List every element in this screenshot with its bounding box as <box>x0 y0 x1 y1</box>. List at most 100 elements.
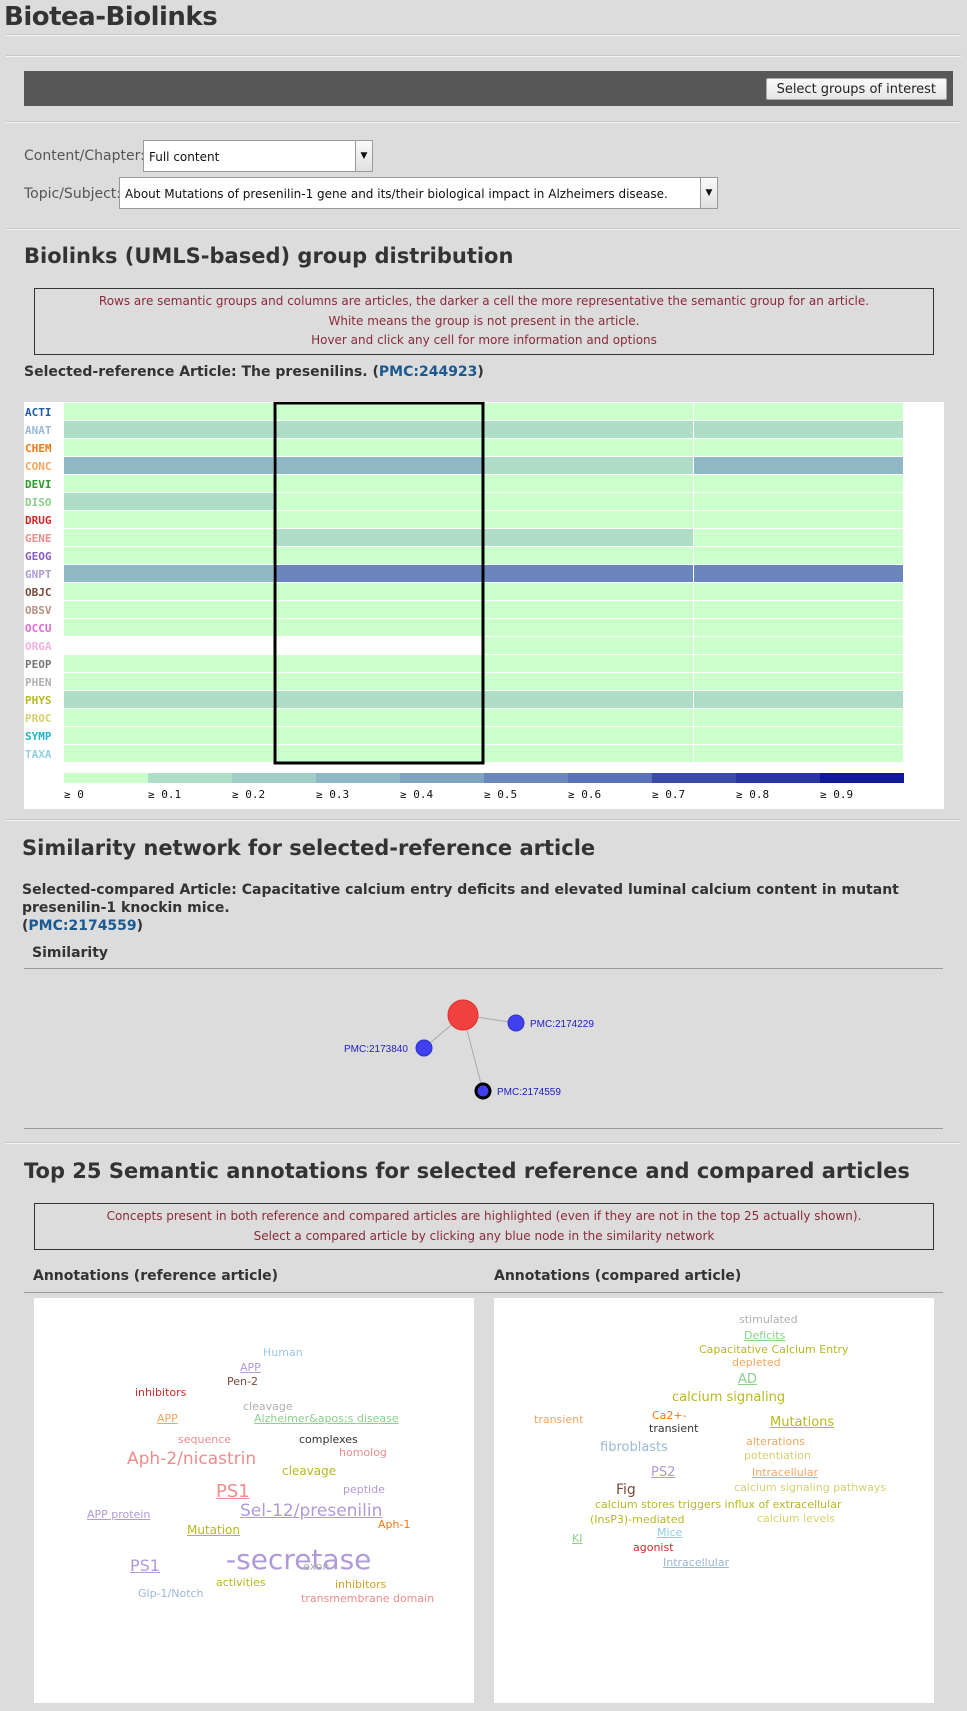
heatmap-cell[interactable] <box>64 529 273 546</box>
heatmap-cell[interactable] <box>274 637 483 654</box>
word-cloud-term[interactable]: fibroblasts <box>600 1440 668 1455</box>
word-cloud-term[interactable]: Ca2+- <box>652 1409 687 1422</box>
topic-select[interactable]: About Mutations of presenilin-1 gene and… <box>119 177 718 209</box>
heatmap-cell[interactable] <box>484 745 693 762</box>
word-cloud-term[interactable]: calcium signaling pathways <box>734 1481 887 1494</box>
heatmap-cell[interactable] <box>274 583 483 600</box>
heatmap-cell[interactable] <box>694 529 903 546</box>
word-cloud-term[interactable]: APP <box>240 1361 261 1374</box>
heatmap-cell[interactable] <box>64 565 273 582</box>
word-cloud-term[interactable]: (InsP3)-mediated <box>590 1513 685 1526</box>
word-cloud-term[interactable]: PS1 <box>216 1481 250 1502</box>
heatmap-cell[interactable] <box>484 439 693 456</box>
word-cloud-term[interactable]: calcium levels <box>757 1512 836 1525</box>
heatmap-cell[interactable] <box>64 691 273 708</box>
heatmap-cell[interactable] <box>274 511 483 528</box>
word-cloud-term[interactable]: Pen-2 <box>227 1375 258 1388</box>
heatmap-cell[interactable] <box>274 421 483 438</box>
word-cloud-term[interactable]: PS2 <box>651 1465 676 1480</box>
heatmap-cell[interactable] <box>694 655 903 672</box>
heatmap-cell[interactable] <box>694 421 903 438</box>
heatmap-cell[interactable] <box>484 529 693 546</box>
word-cloud-term[interactable]: Glp-1/Notch <box>138 1587 204 1600</box>
word-cloud-term[interactable]: sequence <box>178 1433 232 1446</box>
word-cloud-term[interactable]: KI <box>572 1532 583 1545</box>
word-cloud-term[interactable]: cleavage <box>243 1400 293 1413</box>
word-cloud-term[interactable]: calcium signaling <box>672 1390 786 1405</box>
content-select[interactable]: Full content ▼ <box>143 140 373 172</box>
heatmap-cell[interactable] <box>694 403 903 420</box>
heatmap-cell[interactable] <box>64 475 273 492</box>
heatmap-cell[interactable] <box>64 403 273 420</box>
heatmap-cell[interactable] <box>694 727 903 744</box>
heatmap-cell[interactable] <box>274 745 483 762</box>
word-cloud-term[interactable]: calcium stores triggers influx of extrac… <box>595 1498 842 1511</box>
heatmap-cell[interactable] <box>484 583 693 600</box>
heatmap-chart[interactable]: ACTI ANAT CHEM CONC DEVI DISO DRUG GENE GEOG GNPT… <box>24 401 944 809</box>
heatmap-cell[interactable] <box>274 475 483 492</box>
reference-node[interactable] <box>447 999 479 1031</box>
heatmap-cell[interactable] <box>64 709 273 726</box>
chevron-down-icon[interactable]: ▼ <box>700 178 717 208</box>
heatmap-cell[interactable] <box>274 691 483 708</box>
heatmap-cell[interactable] <box>484 619 693 636</box>
heatmap-cell[interactable] <box>484 565 693 582</box>
heatmap-cell[interactable] <box>484 511 693 528</box>
heatmap-cell[interactable] <box>64 601 273 618</box>
heatmap-cell[interactable] <box>694 691 903 708</box>
network-node-selected[interactable] <box>474 1082 492 1100</box>
word-cloud-term[interactable]: depleted <box>732 1356 781 1369</box>
heatmap-cell[interactable] <box>274 601 483 618</box>
network-node[interactable] <box>507 1014 525 1032</box>
similarity-network[interactable]: PMC:2174229 PMC:2173840 PMC:2174559 <box>24 975 943 1125</box>
word-cloud-term[interactable]: inhibitors <box>335 1578 387 1591</box>
word-cloud-term[interactable]: stimulated <box>739 1313 798 1326</box>
word-cloud-term[interactable]: Human <box>263 1346 303 1359</box>
word-cloud-term[interactable]: Mutation <box>187 1523 241 1537</box>
heatmap-cell[interactable] <box>64 655 273 672</box>
heatmap-cell[interactable] <box>484 655 693 672</box>
heatmap-cell[interactable] <box>484 637 693 654</box>
word-cloud-term[interactable]: -secretase <box>226 1543 372 1576</box>
heatmap-cell[interactable] <box>694 565 903 582</box>
word-cloud-term[interactable]: alterations <box>746 1435 805 1448</box>
heatmap-cell[interactable] <box>64 745 273 762</box>
select-groups-button[interactable]: Select groups of interest <box>765 78 947 100</box>
heatmap-cell[interactable] <box>484 421 693 438</box>
heatmap-cell[interactable] <box>64 637 273 654</box>
heatmap-cell[interactable] <box>484 673 693 690</box>
word-cloud-term[interactable]: Intracellular <box>663 1556 730 1569</box>
word-cloud-term[interactable]: Capacitative Calcium Entry <box>699 1343 849 1356</box>
word-cloud-term[interactable]: complexes <box>299 1433 358 1446</box>
heatmap-cell[interactable] <box>274 547 483 564</box>
word-cloud-term[interactable]: Aph-2/nicastrin <box>127 1449 257 1469</box>
heatmap-cell[interactable] <box>484 691 693 708</box>
word-cloud-term[interactable]: Fig <box>616 1482 636 1498</box>
heatmap-cell[interactable] <box>694 709 903 726</box>
heatmap-cell[interactable] <box>274 439 483 456</box>
word-cloud-term[interactable]: Alzheimer&apos;s disease <box>254 1412 399 1425</box>
word-cloud-term[interactable]: activities <box>216 1576 266 1589</box>
heatmap-cell[interactable] <box>694 493 903 510</box>
heatmap-cell[interactable] <box>64 493 273 510</box>
word-cloud-term[interactable]: transient <box>649 1422 699 1435</box>
tab-similarity[interactable]: Similarity <box>32 945 109 961</box>
heatmap-cell[interactable] <box>484 547 693 564</box>
heatmap-cell[interactable] <box>64 421 273 438</box>
heatmap-cell[interactable] <box>274 493 483 510</box>
heatmap-cell[interactable] <box>274 565 483 582</box>
word-cloud-term[interactable]: PS1 <box>130 1556 160 1575</box>
word-cloud-term[interactable]: Aph-1 <box>378 1518 411 1531</box>
heatmap-cell[interactable] <box>484 709 693 726</box>
heatmap-cell[interactable] <box>274 529 483 546</box>
word-cloud-term[interactable]: Deficits <box>744 1329 786 1342</box>
word-cloud-term[interactable]: potentiation <box>744 1449 811 1462</box>
heatmap-cell[interactable] <box>64 457 273 474</box>
word-cloud-term[interactable]: transmembrane domain <box>301 1592 435 1605</box>
heatmap-cell[interactable] <box>694 511 903 528</box>
word-cloud-term[interactable]: Mutations <box>770 1415 835 1430</box>
heatmap-cell[interactable] <box>64 673 273 690</box>
heatmap-cell[interactable] <box>274 457 483 474</box>
heatmap-cell[interactable] <box>64 547 273 564</box>
heatmap-cell[interactable] <box>274 727 483 744</box>
